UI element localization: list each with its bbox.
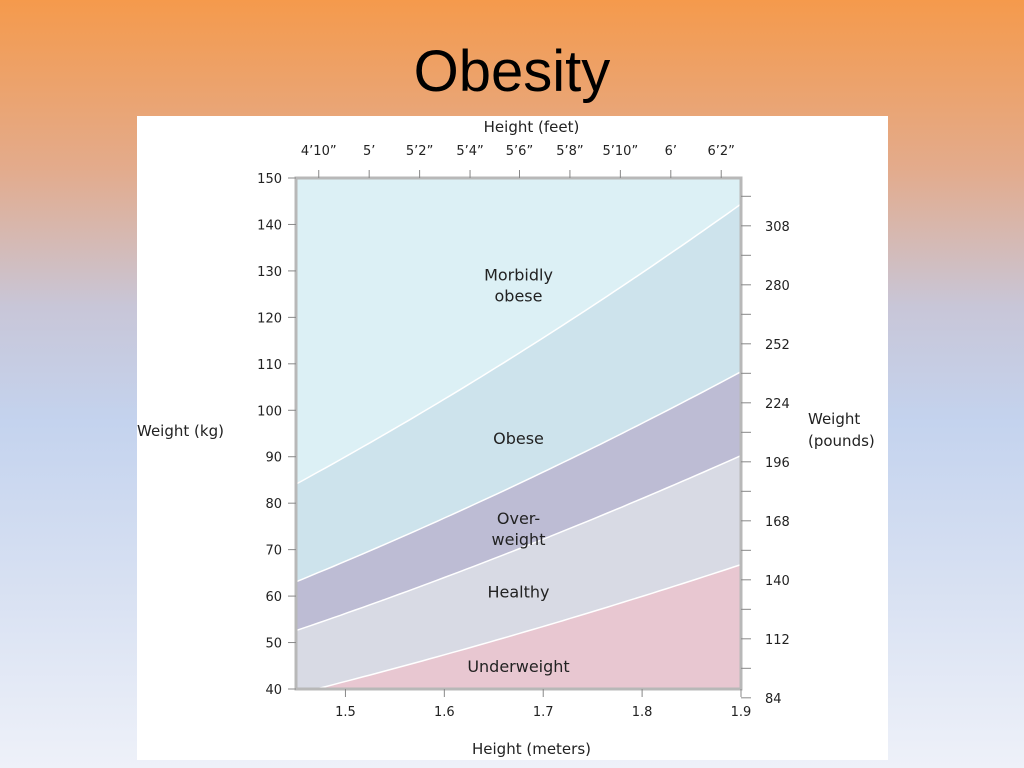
region-label: Obese	[493, 429, 544, 448]
right-tick-label: 252	[765, 338, 790, 353]
right-tick-label: 196	[765, 456, 790, 471]
left-tick-label: 40	[265, 683, 282, 698]
right-tick-label: 84	[765, 692, 782, 707]
labels: 40 50 60 70 80 90 100 110 120 130 140 150 84 112 140 16…	[137, 118, 875, 758]
slide-title: Obesity	[413, 39, 611, 104]
left-tick-label: 150	[257, 172, 282, 187]
bmi-chart: 40 50 60 70 80 90 100 110 120 130 140 150 84 112 140 16…	[137, 118, 875, 758]
left-tick-label: 70	[265, 544, 282, 559]
left-tick-label: 90	[265, 451, 282, 466]
boundary-line	[295, 454, 742, 632]
top-tick-label: 5’10”	[603, 144, 639, 159]
left-tick-label: 60	[265, 590, 282, 605]
bottom-axis-title: Height (meters)	[472, 740, 591, 758]
boundary-line	[295, 371, 742, 583]
right-axis-title: (pounds)	[808, 432, 875, 450]
bottom-tick-label: 1.8	[632, 705, 653, 720]
region-label: obese	[495, 286, 543, 305]
bottom-tick-label: 1.9	[731, 705, 752, 720]
top-tick-label: 6’2”	[708, 144, 735, 159]
region-label: Underweight	[467, 657, 569, 676]
left-tick-label: 140	[257, 218, 282, 233]
region-label: Over-	[497, 509, 540, 528]
left-axis-title: Weight (kg)	[137, 422, 224, 440]
top-tick-label: 5’4”	[456, 144, 483, 159]
top-tick-label: 5’8”	[556, 144, 583, 159]
region-morbidly-obese	[296, 178, 741, 485]
plot-frame	[294, 176, 743, 691]
right-tick-label: 168	[765, 515, 790, 530]
region-underweight	[296, 564, 741, 689]
chart-panel: 40 50 60 70 80 90 100 110 120 130 140 150 84 112 140 16…	[137, 116, 888, 760]
top-tick-label: 5’	[363, 144, 375, 159]
top-tick-label: 4’10”	[301, 144, 337, 159]
boundary-lines	[295, 203, 742, 690]
region-label: Morbidly	[484, 265, 553, 284]
top-tick-label: 5’2”	[406, 144, 433, 159]
region-overweight	[296, 371, 741, 631]
region-healthy	[296, 455, 741, 689]
region-obese	[296, 204, 741, 582]
right-axis-title: Weight	[808, 410, 860, 428]
right-tick-label: 308	[765, 220, 790, 235]
left-tick-label: 120	[257, 311, 282, 326]
left-tick-label: 50	[265, 637, 282, 652]
right-tick-label: 280	[765, 279, 790, 294]
region-label: Healthy	[487, 582, 549, 601]
left-tick-label: 80	[265, 497, 282, 512]
ticks	[288, 170, 751, 699]
bottom-tick-label: 1.5	[335, 705, 356, 720]
top-axis-title: Height (feet)	[484, 118, 580, 136]
top-tick-label: 6’	[665, 144, 677, 159]
boundary-line	[296, 563, 742, 690]
left-tick-label: 130	[257, 265, 282, 280]
bottom-tick-label: 1.7	[533, 705, 554, 720]
left-tick-label: 100	[257, 404, 282, 419]
top-tick-label: 5’6”	[506, 144, 533, 159]
right-tick-label: 140	[765, 574, 790, 589]
left-tick-label: 110	[257, 358, 282, 373]
regions	[296, 178, 741, 689]
region-label: weight	[492, 530, 546, 549]
right-tick-label: 112	[765, 633, 790, 648]
bottom-tick-label: 1.6	[434, 705, 455, 720]
boundary-line	[295, 203, 742, 485]
right-tick-label: 224	[765, 397, 790, 412]
